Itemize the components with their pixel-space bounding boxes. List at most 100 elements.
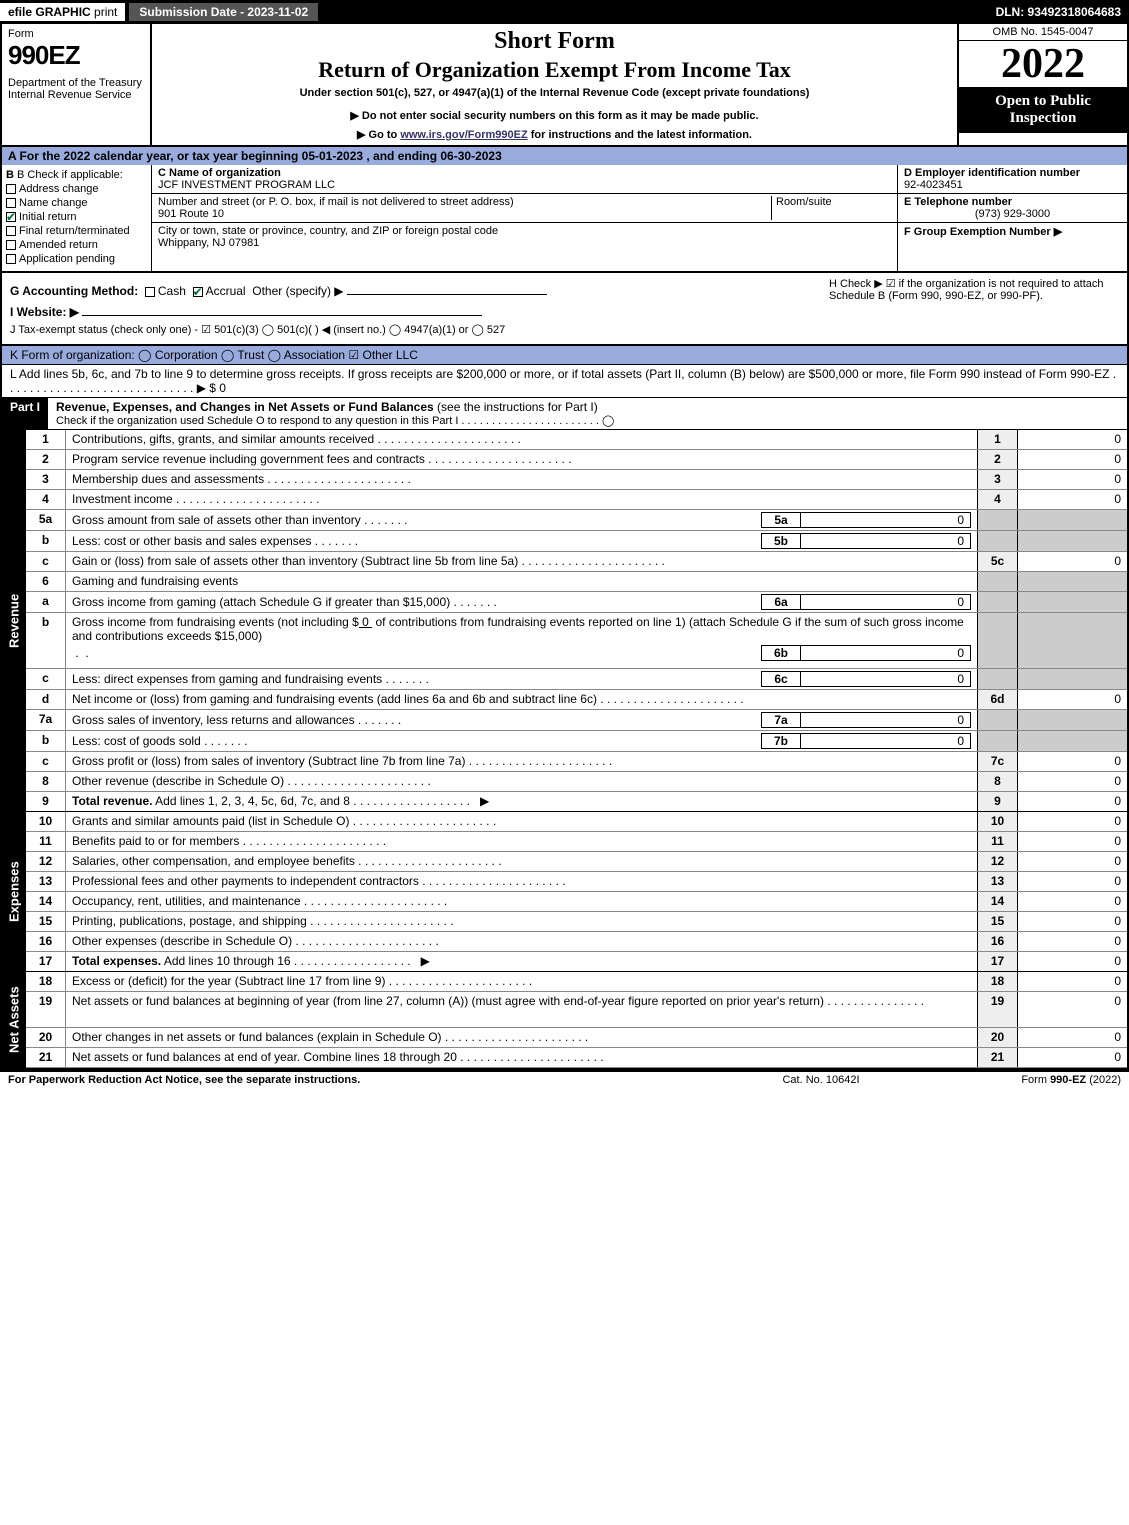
b-option-label: Final return/terminated — [19, 225, 130, 237]
line-row: 9Total revenue. Add lines 1, 2, 3, 4, 5c… — [26, 792, 1127, 812]
line-desc: Other changes in net assets or fund bala… — [66, 1028, 977, 1047]
line-value: 0 — [1017, 690, 1127, 709]
line-a: A For the 2022 calendar year, or tax yea… — [0, 147, 1129, 165]
line-val-shaded — [1017, 710, 1127, 730]
line-val-shaded — [1017, 592, 1127, 612]
c-city-row: City or town, state or province, country… — [152, 223, 897, 251]
section-l: L Add lines 5b, 6c, and 7b to line 9 to … — [0, 365, 1129, 398]
omb-number: OMB No. 1545-0047 — [959, 24, 1127, 41]
cash-label: Cash — [158, 284, 186, 298]
line-value: 0 — [1017, 892, 1127, 911]
line-value: 0 — [1017, 470, 1127, 489]
checkbox-icon[interactable] — [6, 240, 16, 250]
cash-checkbox[interactable] — [145, 287, 155, 297]
b-option-label: Amended return — [19, 239, 98, 251]
line-col-num: 9 — [977, 792, 1017, 811]
revenue-side-label: Revenue — [2, 430, 26, 812]
section-d: D Employer identification number 92-4023… — [898, 165, 1127, 194]
line-desc: Other revenue (describe in Schedule O) .… — [66, 772, 977, 791]
accrual-checkbox[interactable] — [193, 287, 203, 297]
line-col-num: 16 — [977, 932, 1017, 951]
c-name-row: C Name of organization JCF INVESTMENT PR… — [152, 165, 897, 194]
b-option-label: Application pending — [19, 253, 115, 265]
other-label: Other (specify) ▶ — [252, 284, 343, 298]
line-value: 0 — [1017, 772, 1127, 791]
line-row: cGross profit or (loss) from sales of in… — [26, 752, 1127, 772]
org-name: JCF INVESTMENT PROGRAM LLC — [158, 179, 335, 191]
top-bar: efile GRAPHIC print Submission Date - 20… — [0, 0, 1129, 24]
b-option[interactable]: Initial return — [6, 211, 147, 223]
other-specify-field[interactable] — [347, 281, 547, 295]
do-not-enter: ▶ Do not enter social security numbers o… — [160, 109, 949, 122]
room-suite: Room/suite — [771, 196, 891, 220]
line-col-num: 11 — [977, 832, 1017, 851]
line-val-shaded — [1017, 669, 1127, 689]
line-col-shaded — [977, 572, 1017, 591]
goto-link[interactable]: www.irs.gov/Form990EZ — [400, 129, 527, 141]
graphic-text: GRAPHIC — [35, 5, 90, 19]
org-street: 901 Route 10 — [158, 208, 224, 220]
open-to-public: Open to Public Inspection — [959, 87, 1127, 133]
checkbox-icon[interactable] — [6, 184, 16, 194]
line-col-num: 14 — [977, 892, 1017, 911]
line-number: d — [26, 690, 66, 709]
line-number: 20 — [26, 1028, 66, 1047]
line-desc: Less: cost of goods sold . . . . . . .7b… — [66, 731, 977, 751]
sub-col-num: 5a — [761, 512, 801, 528]
website-field[interactable] — [82, 302, 482, 316]
line-number: 4 — [26, 490, 66, 509]
line-number: a — [26, 592, 66, 612]
b-option[interactable]: Final return/terminated — [6, 225, 147, 237]
line-row: 21Net assets or fund balances at end of … — [26, 1048, 1127, 1068]
line-col-shaded — [977, 710, 1017, 730]
print-link[interactable]: print — [94, 5, 117, 19]
line-val-shaded — [1017, 613, 1127, 668]
form-number: 990EZ — [8, 40, 144, 71]
line-value: 0 — [1017, 932, 1127, 951]
sub-col-num: 7b — [761, 733, 801, 749]
checkbox-icon[interactable] — [6, 212, 16, 222]
line-col-num: 15 — [977, 912, 1017, 931]
b-label: B B Check if applicable: — [6, 169, 147, 181]
b-option[interactable]: Address change — [6, 183, 147, 195]
line-number: 15 — [26, 912, 66, 931]
b-option[interactable]: Amended return — [6, 239, 147, 251]
line-col-num: 12 — [977, 852, 1017, 871]
line-number: 7a — [26, 710, 66, 730]
line-number: b — [26, 531, 66, 551]
b-options: Address change Name change Initial return F… — [6, 183, 147, 265]
line-row-header: 6Gaming and fundraising events — [26, 572, 1127, 592]
line-col-num: 4 — [977, 490, 1017, 509]
line-number: 5a — [26, 510, 66, 530]
section-def: D Employer identification number 92-4023… — [897, 165, 1127, 271]
return-title: Return of Organization Exempt From Incom… — [160, 57, 949, 83]
section-ghij: G Accounting Method: Cash Accrual Other … — [0, 273, 1129, 346]
part1-title-sub: (see the instructions for Part I) — [437, 400, 598, 414]
section-h: H Check ▶ ☑ if the organization is not r… — [829, 277, 1119, 340]
line-value: 0 — [1017, 912, 1127, 931]
sub-value: 0 — [801, 594, 971, 610]
line-col-num: 2 — [977, 450, 1017, 469]
line-number: c — [26, 552, 66, 571]
line-number: 13 — [26, 872, 66, 891]
line-val-shaded — [1017, 510, 1127, 530]
part1-label: Part I — [2, 398, 48, 429]
b-option-label: Address change — [19, 183, 99, 195]
line-desc: Gross income from fundraising events (no… — [66, 613, 977, 668]
footer-left: For Paperwork Reduction Act Notice, see … — [8, 1074, 721, 1086]
section-f: F Group Exemption Number ▶ — [898, 223, 1127, 240]
checkbox-icon[interactable] — [6, 226, 16, 236]
line-desc: Total expenses. Add lines 10 through 16 … — [66, 952, 977, 971]
line-desc: Gain or (loss) from sale of assets other… — [66, 552, 977, 571]
checkbox-icon[interactable] — [6, 254, 16, 264]
line-desc: Net assets or fund balances at beginning… — [66, 992, 977, 1027]
line-col-num: 17 — [977, 952, 1017, 971]
line-desc: Grants and similar amounts paid (list in… — [66, 812, 977, 831]
line-number: 6 — [26, 572, 66, 591]
checkbox-icon[interactable] — [6, 198, 16, 208]
efile-label[interactable]: efile GRAPHIC print — [0, 3, 125, 21]
b-option[interactable]: Name change — [6, 197, 147, 209]
c-city-label: City or town, state or province, country… — [158, 225, 498, 237]
b-option[interactable]: Application pending — [6, 253, 147, 265]
line-number: 18 — [26, 972, 66, 991]
